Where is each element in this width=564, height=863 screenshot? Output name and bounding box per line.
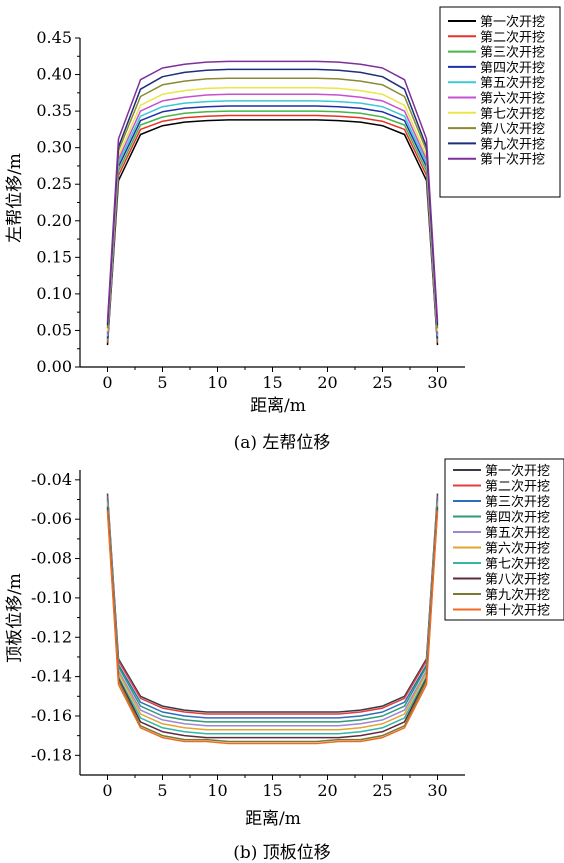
y-tick-label: -0.10 [31, 588, 72, 607]
x-tick-label: 10 [207, 373, 227, 392]
x-tick-label: 10 [207, 781, 227, 800]
x-tick-label: 0 [102, 781, 112, 800]
legend-label: 第九次开挖 [485, 587, 550, 603]
series-line [106, 119, 439, 346]
series-line [106, 501, 439, 727]
x-tick-label: 5 [157, 781, 167, 800]
series-line [106, 505, 439, 735]
y-tick-label: -0.18 [31, 745, 72, 764]
series-line [106, 503, 439, 731]
chart-a-series [106, 60, 439, 346]
y-tick-label: -0.16 [31, 706, 72, 725]
chart-roof-displacement: 0 5 10 15 20 25 30 -0.04 -0.06 -0.08 -0.10 -0.12 -0.… [5, 458, 564, 829]
y-tick-label: 0.10 [36, 284, 72, 303]
legend-label: 第九次开挖 [480, 136, 545, 152]
x-tick-label: 15 [262, 373, 282, 392]
series-line [106, 499, 439, 723]
x-tick-label: 25 [372, 373, 392, 392]
legend-label: 第四次开挖 [485, 510, 550, 526]
x-tick-label: 20 [317, 781, 337, 800]
y-tick-label: -0.12 [31, 627, 72, 646]
legend-label: 第六次开挖 [485, 541, 550, 557]
chart-b-x-axis-label: 距离/m [245, 809, 301, 829]
y-tick-label: -0.06 [31, 509, 72, 528]
y-tick-label: 0.45 [36, 28, 72, 47]
chart-a-x-axis-label: 距离/m [250, 396, 306, 416]
series-line [106, 100, 439, 337]
x-tick-label: 30 [427, 373, 447, 392]
chart-a-y-axis-label: 左帮位移/m [5, 153, 25, 243]
legend-label: 第三次开挖 [480, 45, 545, 61]
y-tick-label: 0.15 [36, 247, 72, 266]
y-tick-label: 0.00 [36, 357, 72, 376]
chart-b-series [106, 493, 439, 745]
x-tick-label: 5 [157, 373, 167, 392]
legend-label: 第七次开挖 [480, 106, 545, 122]
x-tick-label: 15 [262, 781, 282, 800]
x-tick-label: 20 [317, 373, 337, 392]
y-tick-label: 0.20 [36, 211, 72, 230]
legend-label: 第二次开挖 [480, 29, 545, 45]
legend-label: 第五次开挖 [485, 525, 550, 541]
legend-label: 第十次开挖 [485, 603, 550, 619]
series-line [106, 509, 439, 743]
series-line [106, 60, 439, 322]
legend-label: 第七次开挖 [485, 556, 550, 572]
legend-label: 第五次开挖 [480, 75, 545, 91]
chart-left-wall-displacement: 0 5 10 15 20 25 30 0.00 0.05 0.10 0.15 0.20 0.25 0.30… [5, 6, 561, 416]
legend-label: 第十次开挖 [480, 152, 545, 168]
legend-box [439, 6, 561, 198]
legend-label: 第八次开挖 [485, 572, 550, 588]
series-line [106, 110, 439, 341]
panel-b-caption: (b) 顶板位移 [233, 843, 331, 863]
y-tick-label: 0.30 [36, 138, 72, 157]
x-tick-label: 30 [427, 781, 447, 800]
series-line [106, 114, 439, 343]
series-line [106, 497, 439, 719]
y-tick-label: -0.04 [31, 470, 72, 489]
y-tick-label: 0.25 [36, 174, 72, 193]
series-line [106, 511, 439, 745]
chart-a-legend: 第一次开挖第二次开挖第三次开挖第四次开挖第五次开挖第六次开挖第七次开挖第八次开挖… [439, 6, 561, 198]
series-line [106, 495, 439, 715]
chart-b-axes: 0 5 10 15 20 25 30 -0.04 -0.06 -0.08 -0.10 -0.12 -0.… [31, 470, 465, 800]
series-line [106, 77, 439, 329]
legend-label: 第三次开挖 [485, 494, 550, 510]
y-tick-label: -0.14 [31, 667, 72, 686]
chart-b-y-axis-label: 顶板位移/m [5, 573, 25, 663]
legend-label: 第一次开挖 [485, 463, 550, 479]
panel-a-caption: (a) 左帮位移 [233, 433, 331, 453]
y-tick-label: 0.05 [36, 320, 72, 339]
x-tick-label: 0 [102, 373, 112, 392]
series-line [106, 86, 439, 332]
series-line [106, 507, 439, 739]
y-tick-label: 0.35 [36, 101, 72, 120]
series-line [106, 105, 439, 339]
y-tick-label: 0.40 [36, 65, 72, 84]
chart-b-legend: 第一次开挖第二次开挖第三次开挖第四次开挖第五次开挖第六次开挖第七次开挖第八次开挖… [444, 458, 564, 621]
series-line [106, 93, 439, 335]
legend-label: 第八次开挖 [480, 121, 545, 137]
series-line [106, 493, 439, 713]
legend-label: 第四次开挖 [480, 60, 545, 76]
series-line [106, 68, 439, 326]
legend-label: 第六次开挖 [480, 91, 545, 107]
legend-label: 第一次开挖 [480, 14, 545, 30]
legend-label: 第二次开挖 [485, 479, 550, 495]
y-tick-label: -0.08 [31, 549, 72, 568]
chart-a-axes: 0 5 10 15 20 25 30 0.00 0.05 0.10 0.15 0.20 0.25 0.30… [36, 28, 465, 392]
x-tick-label: 25 [372, 781, 392, 800]
